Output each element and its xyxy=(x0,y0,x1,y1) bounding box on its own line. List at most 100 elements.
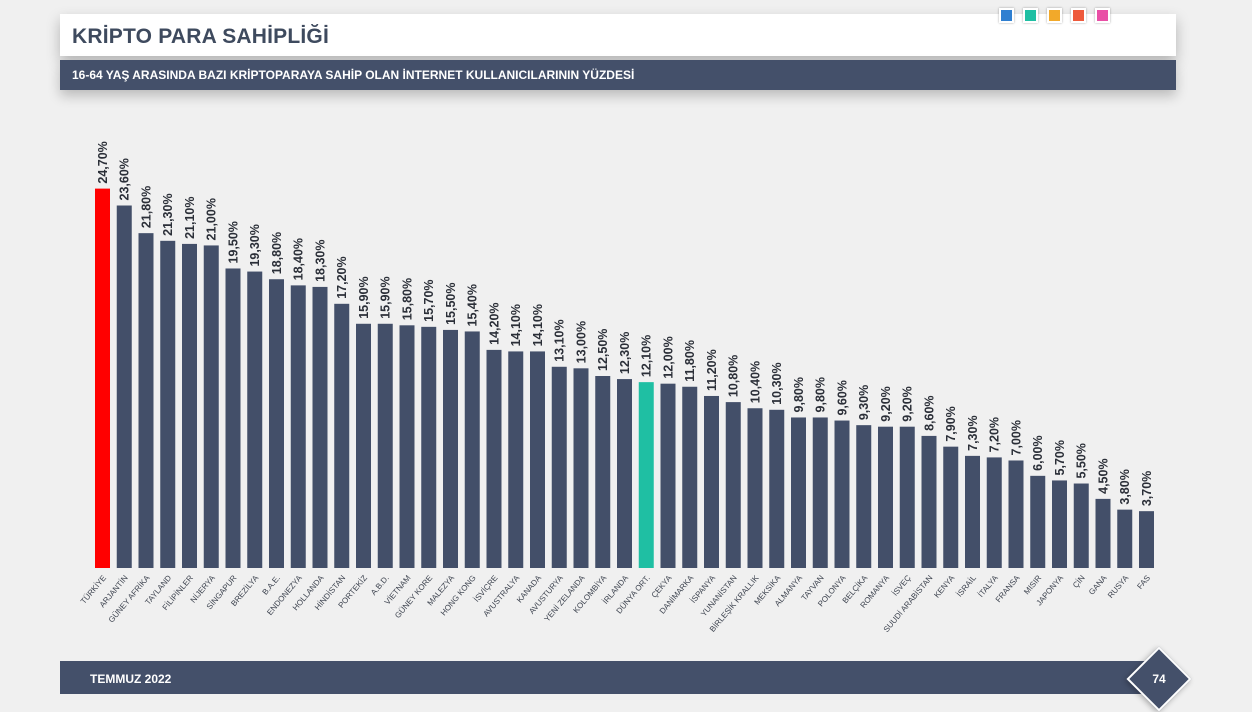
value-label-kolombiya: 12,50% xyxy=(596,329,610,371)
bar-singapur xyxy=(225,268,241,568)
value-label-tayvan: 9,80% xyxy=(814,377,828,412)
bar-belcika xyxy=(856,425,872,568)
bar-group xyxy=(95,188,1154,569)
value-label-nijerya: 21,00% xyxy=(205,198,219,240)
value-label-rusya: 3,80% xyxy=(1118,469,1132,504)
bar-romanya xyxy=(878,426,893,568)
footer-bar: TEMMUZ 2022 xyxy=(60,661,1152,694)
bar-cekya xyxy=(660,383,676,568)
value-label-isvicre: 14,20% xyxy=(487,302,501,344)
bar-guney-kore xyxy=(421,326,437,568)
value-label-guney-kore: 15,70% xyxy=(422,279,436,321)
bar-tayland xyxy=(160,240,176,568)
value-label-yeni-zelanda: 13,00% xyxy=(574,321,588,363)
palette-swatch-red xyxy=(1071,8,1086,23)
footer-date: TEMMUZ 2022 xyxy=(90,672,172,686)
category-label-israil: İSRAİL xyxy=(955,573,979,599)
palette-swatch-pink xyxy=(1095,8,1110,23)
color-palette xyxy=(999,8,1110,23)
bar-yunanistan xyxy=(725,402,741,568)
value-label-a-b-d: 15,90% xyxy=(379,276,393,318)
value-label-cin: 5,50% xyxy=(1075,443,1089,478)
value-label-avusturya: 13,10% xyxy=(553,319,567,361)
bar-almanya xyxy=(791,417,806,568)
bar-b-a-e xyxy=(269,279,284,568)
bar-rusya xyxy=(1117,509,1133,568)
bar-fransa xyxy=(1008,460,1024,568)
value-label-misir: 6,00% xyxy=(1031,435,1045,470)
value-label-malezya: 15,50% xyxy=(444,283,458,325)
bar-suudi-arabistan xyxy=(921,435,937,568)
value-label-fas: 3,70% xyxy=(1140,471,1154,506)
bar-hindistan xyxy=(334,303,350,568)
category-label-cin: ÇİN xyxy=(1071,573,1087,590)
bar-endonezya xyxy=(290,285,306,568)
value-label-japonya: 5,70% xyxy=(1053,440,1067,475)
bar-avusturya xyxy=(551,366,567,568)
palette-swatch-teal xyxy=(1023,8,1038,23)
value-label-romanya: 9,20% xyxy=(879,386,893,421)
value-label-portekiz: 15,90% xyxy=(357,276,371,318)
value-label-italya: 7,20% xyxy=(988,417,1002,452)
value-label-hindistan: 17,20% xyxy=(335,256,349,298)
bar-israil xyxy=(965,455,980,568)
value-label-tayland: 21,30% xyxy=(161,193,175,235)
bar-yeni-zelanda xyxy=(573,368,589,568)
category-label-b-a-e: B.A.E. xyxy=(261,574,282,597)
bar-isvec xyxy=(899,426,915,568)
bar-misir xyxy=(1030,475,1046,568)
bar-a-b-d xyxy=(377,323,393,568)
value-label-kanada: 14,10% xyxy=(531,304,545,346)
bar-japonya xyxy=(1052,480,1067,568)
value-label-ispanya: 11,20% xyxy=(705,349,719,391)
bar-danimarka xyxy=(682,386,698,568)
bar-hollanda xyxy=(312,286,328,568)
value-label-endonezya: 18,40% xyxy=(292,238,306,280)
category-label-kenya: KENYA xyxy=(932,573,956,600)
bar-ispanya xyxy=(704,395,719,568)
value-label-yunanistan: 10,80% xyxy=(727,355,741,397)
value-label-singapur: 19,50% xyxy=(226,221,240,263)
value-label-fransa: 7,00% xyxy=(1009,420,1023,455)
value-label-almanya: 9,80% xyxy=(792,377,806,412)
bar-avustralya xyxy=(508,351,524,568)
value-label-dunya-ort: 12,10% xyxy=(640,335,654,377)
value-label-vietnam: 15,80% xyxy=(400,278,414,320)
bar-kenya xyxy=(943,446,959,568)
value-label-birlesik-krallik: 10,40% xyxy=(748,361,762,403)
bar-italya xyxy=(986,457,1002,568)
page-number: 74 xyxy=(1152,672,1166,686)
category-label-misir: MISIR xyxy=(1022,573,1043,596)
bar-irlanda xyxy=(617,379,632,568)
category-label-fas: FAS xyxy=(1135,574,1152,591)
subtitle-bar: 16-64 YAŞ ARASINDA BAZI KRİPTOPARAYA SAH… xyxy=(60,60,1176,90)
bar-kolombiya xyxy=(595,376,611,568)
chart-subtitle: 16-64 YAŞ ARASINDA BAZI KRİPTOPARAYA SAH… xyxy=(72,68,635,82)
bar-turkiye xyxy=(95,188,110,568)
bar-polonya xyxy=(834,420,850,568)
bar-cin xyxy=(1073,483,1089,568)
bar-vietnam xyxy=(399,325,415,568)
value-label-israil: 7,30% xyxy=(966,415,980,450)
bar-filipinler xyxy=(182,243,197,569)
bar-isvicre xyxy=(486,349,502,568)
page-title: KRİPTO PARA SAHİPLİĞİ xyxy=(72,25,329,48)
bar-fas xyxy=(1139,511,1154,568)
value-label-hollanda: 18,30% xyxy=(313,240,327,282)
bar-hong-kong xyxy=(464,331,480,568)
bar-gana xyxy=(1095,498,1111,568)
bar-birlesik-krallik xyxy=(747,408,763,568)
value-label-cekya: 12,00% xyxy=(661,336,675,378)
palette-swatch-orange xyxy=(1047,8,1062,23)
value-label-suudi-arabistan: 8,60% xyxy=(922,395,936,430)
value-label-group: 24,70% 23,60% 21,80% 21,30% 21,10% 21,00% 19,5… xyxy=(96,141,1154,506)
header-card: KRİPTO PARA SAHİPLİĞİ xyxy=(60,8,1176,56)
bar-brezilya xyxy=(247,271,263,568)
value-label-hong-kong: 15,40% xyxy=(466,284,480,326)
palette-swatch-blue xyxy=(999,8,1014,23)
value-label-filipinler: 21,10% xyxy=(183,196,197,238)
value-label-danimarka: 11,80% xyxy=(683,340,697,382)
value-label-gana: 4,50% xyxy=(1096,458,1110,493)
value-label-brezilya: 19,30% xyxy=(248,224,262,266)
